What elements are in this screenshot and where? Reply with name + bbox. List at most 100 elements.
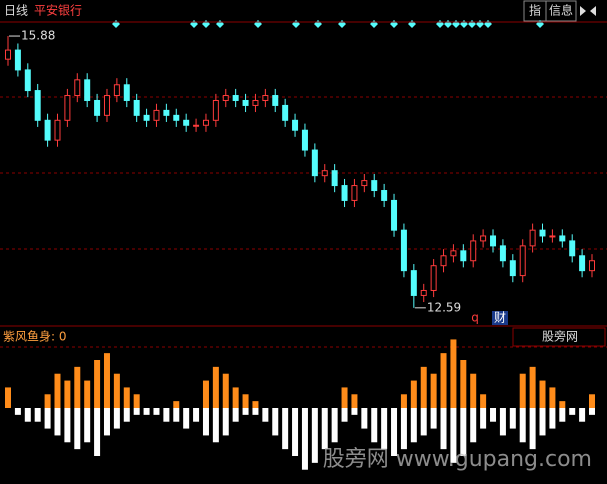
candle-body — [34, 90, 41, 121]
indicator-up-bar — [252, 401, 259, 408]
candle-body — [84, 79, 91, 101]
tag-q: q — [471, 311, 479, 325]
indicator-up-bar — [589, 394, 595, 408]
indicator-up-bar — [123, 387, 130, 408]
source-box[interactable] — [512, 327, 606, 347]
indicator-up-bar — [74, 366, 81, 408]
candle-body — [252, 99, 259, 106]
indicator-up-bar — [460, 360, 467, 408]
indicator-up-bar — [420, 366, 427, 408]
candle-body — [133, 99, 140, 116]
candle-body — [222, 95, 229, 101]
indicator-down-bar — [94, 408, 101, 456]
indicator-down-bar — [272, 408, 279, 436]
candle-body — [94, 99, 101, 116]
candle-body — [311, 149, 318, 177]
source[interactable]: 股旁网 — [542, 329, 578, 344]
candle-body — [163, 109, 170, 116]
indicator-down-bar — [440, 408, 447, 450]
candle-body — [301, 129, 308, 151]
candle-body — [430, 265, 437, 291]
indicator-up-bar — [84, 380, 91, 408]
index-button-label[interactable]: 指 — [529, 3, 541, 18]
arrows[interactable] — [580, 6, 596, 16]
indicator-down-bar — [44, 408, 51, 429]
candle-body — [450, 250, 457, 257]
indicator-down-bar — [143, 408, 150, 415]
indicator-down-bar — [391, 408, 398, 456]
candle-body — [440, 255, 447, 267]
candle-body — [5, 49, 11, 60]
indicator-down-bar — [470, 408, 477, 443]
indicator-down-bar — [410, 408, 417, 443]
indicator-down-bar — [400, 408, 407, 450]
indicator-up-bar — [173, 401, 180, 408]
indicator-down-bar — [222, 408, 229, 436]
indicator-down-bar — [163, 408, 170, 422]
indicator-down-bar — [14, 408, 21, 415]
candle-body — [351, 185, 358, 201]
candle-body — [420, 289, 427, 296]
indicator-up-bar — [341, 387, 348, 408]
candle-body — [14, 49, 21, 71]
indicator-down-bar — [569, 408, 576, 415]
info-button[interactable] — [545, 0, 577, 22]
indicator-down-bar — [311, 408, 318, 463]
indicator-down-bar — [282, 408, 289, 450]
indicator-up-bar — [222, 373, 229, 408]
indicator-up-bar — [232, 387, 239, 408]
indicator-down-bar — [34, 408, 41, 422]
indicator-down-bar — [133, 408, 140, 415]
indicator-down-bar — [460, 408, 467, 456]
indicator-down-bar — [123, 408, 130, 422]
candle-body — [341, 185, 348, 201]
indicator-down-bar — [499, 408, 506, 436]
candle-body — [519, 245, 526, 277]
indicator-down-bar — [480, 408, 487, 429]
indicator-up-bar — [113, 373, 120, 408]
indicator-down-bar — [54, 408, 61, 436]
candle-body — [202, 119, 209, 126]
stock-name: 平安银行 — [34, 3, 82, 18]
indicator-up-bar — [242, 394, 249, 408]
candle-body — [549, 235, 556, 238]
candle-body — [509, 260, 516, 277]
indicator-down-bar — [24, 408, 31, 422]
candle-body — [559, 235, 566, 242]
candle-body — [64, 95, 71, 121]
candle-body — [183, 119, 190, 126]
indicator-up-bar — [103, 353, 110, 408]
indicator-down-bar — [529, 408, 536, 450]
indicator-down-bar — [490, 408, 497, 422]
tag-cai-box — [492, 311, 508, 325]
candle-body — [123, 84, 130, 101]
indicator-up-bar — [450, 339, 457, 408]
indicator-up-bar — [529, 366, 536, 408]
candle-body — [410, 270, 417, 296]
indicator-up-bar — [440, 353, 447, 408]
candle-body — [24, 69, 31, 92]
candle-body — [153, 109, 160, 121]
candle-body — [361, 180, 368, 187]
indicator-up-bar — [470, 373, 477, 408]
candle-body — [272, 95, 279, 106]
indicator-up-bar — [5, 387, 11, 408]
candle-body — [321, 170, 328, 177]
candle-body — [381, 190, 388, 201]
indicator-down-bar — [321, 408, 328, 450]
indicator-up-bar — [480, 394, 487, 408]
info-button-label[interactable]: 信息 — [549, 3, 573, 18]
indicator-down-bar — [549, 408, 556, 429]
indicator-down-bar — [103, 408, 110, 436]
indicator-up-bar — [64, 380, 71, 408]
indicator-label: 紫风鱼身: 0 — [3, 329, 67, 344]
candle-body — [212, 99, 219, 121]
indicator-down-bar — [450, 408, 457, 463]
candle-body — [143, 114, 150, 121]
indicator-up-bar — [202, 380, 209, 408]
indicator-down-bar — [351, 408, 358, 415]
indicator-down-bar — [361, 408, 368, 429]
indicator-down-bar — [193, 408, 200, 422]
